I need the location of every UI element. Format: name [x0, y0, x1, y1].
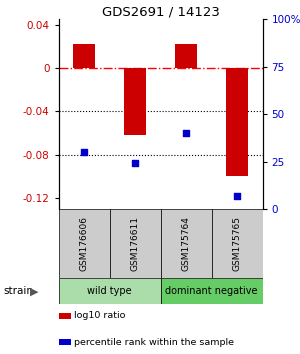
Title: GDS2691 / 14123: GDS2691 / 14123	[102, 5, 219, 18]
Text: GSM175765: GSM175765	[232, 216, 242, 271]
Bar	[175, 44, 197, 68]
Text: dominant negative: dominant negative	[165, 286, 258, 296]
Bar	[212, 209, 262, 278]
Text: GSM176611: GSM176611	[130, 216, 140, 271]
Bar	[58, 209, 110, 278]
Bar	[59, 313, 71, 319]
Text: ▶: ▶	[30, 286, 38, 296]
Bar	[160, 209, 211, 278]
Text: GSM175764: GSM175764	[182, 216, 190, 271]
Point	[82, 149, 86, 155]
Point	[235, 193, 239, 199]
Text: log10 ratio: log10 ratio	[74, 312, 125, 320]
Bar	[58, 278, 160, 304]
Bar	[73, 44, 95, 68]
Bar	[59, 339, 71, 345]
Text: strain: strain	[3, 286, 33, 296]
Bar	[110, 209, 160, 278]
Point	[184, 130, 188, 136]
Bar	[226, 68, 248, 176]
Bar	[124, 68, 146, 135]
Text: GSM176606: GSM176606	[80, 216, 88, 271]
Bar	[160, 278, 262, 304]
Point	[133, 161, 137, 166]
Text: percentile rank within the sample: percentile rank within the sample	[74, 338, 234, 347]
Text: wild type: wild type	[87, 286, 132, 296]
